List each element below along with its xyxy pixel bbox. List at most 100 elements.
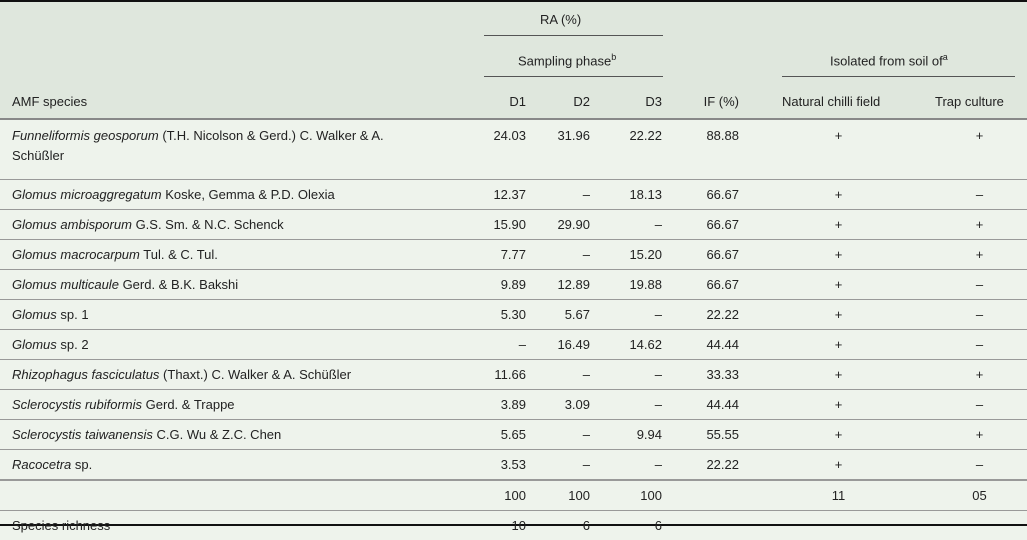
empty-cell (668, 511, 745, 540)
if-total (668, 480, 745, 511)
natural-cell: + (745, 270, 932, 300)
col-d2: D2 (573, 94, 590, 109)
species-authority: Koske, Gemma & P.D. Olexia (165, 187, 335, 202)
species-cell: Glomus sp. 2 (0, 330, 470, 360)
if-cell: 66.67 (668, 270, 745, 300)
natural-cell: + (745, 180, 932, 210)
species-name: Glomus ambisporum (12, 217, 132, 232)
isolated-divider (782, 76, 1015, 77)
if-cell: 66.67 (668, 180, 745, 210)
d1-cell: 5.65 (470, 420, 532, 450)
if-cell: 22.22 (668, 450, 745, 481)
d2-richness: 6 (532, 511, 596, 540)
if-cell: 66.67 (668, 210, 745, 240)
amf-species-table: RA (%) Sampling phaseb Isolated from soi… (0, 0, 1027, 526)
species-authority: Tul. & C. Tul. (143, 247, 218, 262)
col-d3: D3 (645, 94, 662, 109)
if-cell: 66.67 (668, 240, 745, 270)
d3-cell: – (596, 210, 668, 240)
table-row: Glomus ambisporum G.S. Sm. & N.C. Schenc… (0, 210, 1027, 240)
natural-cell: + (745, 300, 932, 330)
d2-cell: 12.89 (532, 270, 596, 300)
d2-cell: – (532, 360, 596, 390)
species-name: Funneliformis geosporum (12, 128, 159, 143)
ra-divider (484, 35, 663, 36)
sampling-phase-header: Sampling phaseb (518, 52, 616, 68)
table-row: Sclerocystis taiwanensis C.G. Wu & Z.C. … (0, 420, 1027, 450)
species-name: Glomus macrocarpum (12, 247, 140, 262)
empty-cell (745, 511, 932, 540)
species-name: Glomus microaggregatum (12, 187, 162, 202)
species-cell: Racocetra sp. (0, 450, 470, 481)
trap-total: 05 (932, 480, 1027, 511)
species-authority: Gerd. & B.K. Bakshi (123, 277, 239, 292)
table-row: Glomus microaggregatum Koske, Gemma & P.… (0, 180, 1027, 210)
table-row: Glomus macrocarpum Tul. & C. Tul.7.77–15… (0, 240, 1027, 270)
table-row: Glomus multicaule Gerd. & B.K. Bakshi 9.8… (0, 270, 1027, 300)
species-authority: sp. (75, 457, 92, 472)
species-name: Rhizophagus fasciculatus (12, 367, 159, 382)
footnote-a: a (943, 52, 948, 62)
table-row: Rhizophagus fasciculatus (Thaxt.) C. Wal… (0, 360, 1027, 390)
col-trap: Trap culture (935, 94, 1004, 109)
trap-cell: + (932, 420, 1027, 450)
species-cell: Sclerocystis rubiformis Gerd. & Trappe (0, 390, 470, 420)
d3-cell: 15.20 (596, 240, 668, 270)
d3-richness: 6 (596, 511, 668, 540)
species-name: Glomus multicaule (12, 277, 119, 292)
species-authority: (Thaxt.) C. Walker & A. Schüßler (163, 367, 351, 382)
species-cell: Rhizophagus fasciculatus (Thaxt.) C. Wal… (0, 360, 470, 390)
species-authority: C.G. Wu & Z.C. Chen (157, 427, 282, 442)
ra-header: RA (%) (540, 12, 581, 27)
trap-cell: – (932, 330, 1027, 360)
species-authority: G.S. Sm. & N.C. Schenck (136, 217, 284, 232)
natural-cell: + (745, 450, 932, 481)
species-cell: Funneliformis geosporum (T.H. Nicolson &… (0, 118, 470, 180)
trap-cell: – (932, 390, 1027, 420)
table-header: RA (%) Sampling phaseb Isolated from soi… (0, 2, 1027, 120)
d3-cell: – (596, 450, 668, 481)
d1-cell: 7.77 (470, 240, 532, 270)
if-cell: 44.44 (668, 330, 745, 360)
if-cell: 55.55 (668, 420, 745, 450)
d2-cell: 5.67 (532, 300, 596, 330)
species-name: Sclerocystis taiwanensis (12, 427, 153, 442)
d3-cell: 9.94 (596, 420, 668, 450)
trap-cell: – (932, 270, 1027, 300)
table-row: Funneliformis geosporum (T.H. Nicolson &… (0, 118, 1027, 180)
trap-cell: + (932, 210, 1027, 240)
trap-cell: – (932, 180, 1027, 210)
species-cell: Sclerocystis taiwanensis C.G. Wu & Z.C. … (0, 420, 470, 450)
d2-cell: 29.90 (532, 210, 596, 240)
d3-cell: – (596, 360, 668, 390)
natural-cell: + (745, 420, 932, 450)
if-cell: 33.33 (668, 360, 745, 390)
trap-cell: + (932, 240, 1027, 270)
natural-cell: + (745, 330, 932, 360)
trap-cell: + (932, 118, 1027, 180)
natural-cell: + (745, 210, 932, 240)
d2-cell: – (532, 240, 596, 270)
if-cell: 44.44 (668, 390, 745, 420)
species-authority: Gerd. & Trappe (146, 397, 235, 412)
if-cell: 22.22 (668, 300, 745, 330)
d3-total: 100 (596, 480, 668, 511)
species-name: Glomus (12, 307, 57, 322)
species-name: Sclerocystis rubiformis (12, 397, 142, 412)
species-cell: Glomus sp. 1 (0, 300, 470, 330)
species-authority: sp. 1 (60, 307, 88, 322)
d3-cell: 14.62 (596, 330, 668, 360)
d1-cell: 9.89 (470, 270, 532, 300)
totals-label (0, 480, 470, 511)
d2-cell: – (532, 450, 596, 481)
sampling-phase-label: Sampling phase (518, 53, 611, 68)
species-cell: Glomus macrocarpum Tul. & C. Tul. (0, 240, 470, 270)
species-cell: Glomus ambisporum G.S. Sm. & N.C. Schenc… (0, 210, 470, 240)
d3-cell: – (596, 300, 668, 330)
species-name: Glomus (12, 337, 57, 352)
